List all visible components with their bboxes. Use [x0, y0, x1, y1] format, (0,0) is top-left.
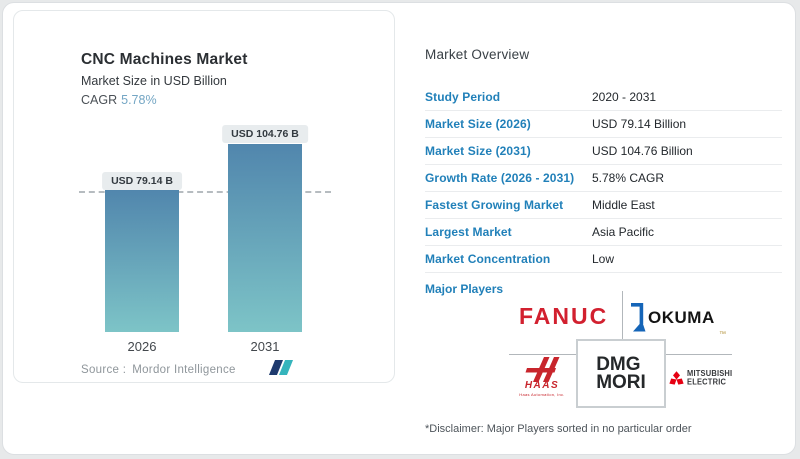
row-value: Low — [592, 252, 615, 266]
table-row-fastest-growing-market: Fastest Growing Market Middle East — [425, 192, 782, 219]
overview-table: Study Period 2020 - 2031 Market Size (20… — [425, 84, 782, 273]
bar-2026 — [105, 190, 179, 332]
source-line: Source : Mordor Intelligence — [81, 364, 236, 376]
mitsubishi-electric-wordmark: MITSUBISHI ELECTRIC — [687, 368, 733, 387]
row-value: 5.78% CAGR — [592, 171, 665, 185]
table-row-market-concentration: Market Concentration Low — [425, 246, 782, 273]
row-value: USD 104.76 Billion — [592, 144, 693, 158]
row-value: USD 79.14 Billion — [592, 117, 687, 131]
row-value: 2020 - 2031 — [592, 90, 657, 104]
okuma-icon — [631, 303, 646, 332]
source-label: Source : — [81, 364, 127, 376]
electric-line: ELECTRIC — [687, 377, 727, 387]
cagr-line: CAGR 5.78% — [81, 93, 157, 107]
row-label: Market Size (2026) — [425, 117, 531, 131]
bar-value-label-2031: USD 104.76 B — [222, 125, 308, 143]
fanuc-logo: FANUC — [519, 303, 609, 329]
mordor-intelligence-logo — [268, 360, 294, 375]
haas-logo: HAAS Haas Automation, Inc. — [516, 356, 568, 397]
disclaimer-text: *Disclaimer: Major Players sorted in no … — [425, 423, 692, 435]
row-label: Study Period — [425, 90, 501, 104]
dmg-mori-wordmark: DMG MORI — [596, 354, 646, 393]
row-label: Market Concentration — [425, 252, 551, 266]
chart-subtitle: Market Size in USD Billion — [81, 74, 227, 88]
chart-title: CNC Machines Market — [81, 51, 248, 68]
okuma-logo: OKUMA ™ — [631, 300, 731, 338]
mori-line: MORI — [596, 371, 646, 393]
table-row-growth-rate: Growth Rate (2026 - 2031) 5.78% CAGR — [425, 165, 782, 192]
reference-dashed-line — [79, 191, 331, 193]
okuma-wordmark: OKUMA — [648, 308, 715, 327]
haas-wordmark: HAAS — [524, 380, 560, 391]
dmg-mori-logo: DMG MORI — [576, 339, 666, 408]
bar-value-label-2026: USD 79.14 B — [102, 172, 182, 190]
row-label: Fastest Growing Market — [425, 198, 564, 212]
source-value: Mordor Intelligence — [132, 364, 236, 376]
x-tick-2026: 2026 — [127, 339, 157, 354]
haas-icon — [525, 357, 560, 382]
market-chart-card: CNC Machines Market Market Size in USD B… — [13, 10, 395, 383]
x-tick-2031: 2031 — [250, 339, 280, 354]
cagr-label: CAGR — [81, 93, 118, 107]
cagr-value: 5.78% — [121, 93, 157, 107]
table-row-study-period: Study Period 2020 - 2031 — [425, 84, 782, 111]
mitsubishi-diamonds-icon — [669, 371, 684, 385]
overview-title: Market Overview — [425, 47, 530, 62]
row-label: Largest Market — [425, 225, 512, 239]
row-label: Growth Rate (2026 - 2031) — [425, 171, 575, 185]
mitsubishi-line: MITSUBISHI — [687, 368, 733, 378]
table-row-largest-market: Largest Market Asia Pacific — [425, 219, 782, 246]
row-value: Asia Pacific — [592, 225, 655, 239]
major-players-label: Major Players — [425, 282, 504, 296]
row-value: Middle East — [592, 198, 655, 212]
bar-2031 — [228, 144, 302, 332]
dmg-line: DMG — [596, 354, 641, 376]
table-row-market-size-2031: Market Size (2031) USD 104.76 Billion — [425, 138, 782, 165]
table-row-market-size-2026: Market Size (2026) USD 79.14 Billion — [425, 111, 782, 138]
haas-subtext: Haas Automation, Inc. — [519, 392, 565, 397]
okuma-trademark-mark: ™ — [719, 331, 726, 338]
row-label: Market Size (2031) — [425, 144, 531, 158]
logo-grid-vertical-divider — [622, 291, 623, 341]
